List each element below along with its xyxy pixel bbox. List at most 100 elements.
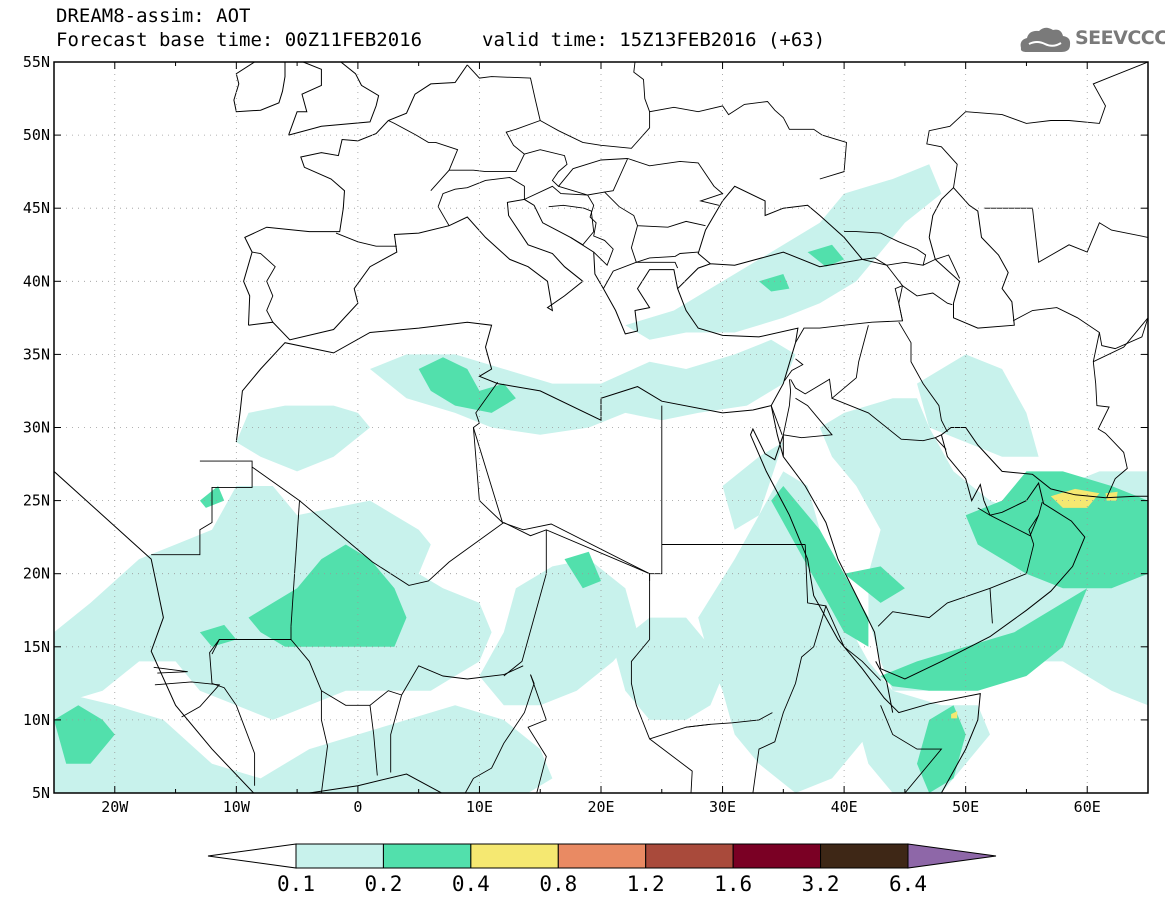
border-west-africa-3 xyxy=(320,690,328,793)
border-iraq-syria xyxy=(790,325,869,400)
border-ethiopia-somalia xyxy=(880,705,943,793)
border-niger-chad xyxy=(503,529,547,677)
aot-core-anatolia xyxy=(807,244,845,267)
border-west-africa-6 xyxy=(154,681,221,718)
cloud-logo-icon xyxy=(1020,27,1071,52)
lat-tick-label: 35N xyxy=(23,345,50,363)
border-iran-pakistan xyxy=(1092,332,1128,498)
aot-area-gulf-guinea xyxy=(260,705,553,793)
border-balkans xyxy=(524,185,614,267)
lon-tick-label: 60E xyxy=(1074,798,1101,816)
border-ukraine-south xyxy=(627,158,724,206)
border-west-africa-1 xyxy=(209,639,256,786)
border-qatar-uae xyxy=(977,507,1040,537)
coastline-gulf-aden-horn xyxy=(875,661,894,713)
border-france-east xyxy=(437,206,450,226)
aot-area-sudan-east xyxy=(698,471,893,793)
border-west-africa-2 xyxy=(290,639,402,706)
border-libya-egypt xyxy=(649,405,663,581)
colorbar-low-triangle xyxy=(207,843,297,869)
border-israel-jordan xyxy=(782,379,792,435)
border-kazakh xyxy=(983,207,1148,264)
border-yemen-oman xyxy=(989,588,993,624)
colorbar-high-triangle xyxy=(907,843,997,869)
aot-area-morocco xyxy=(236,405,370,472)
border-kuwait-saudi xyxy=(934,437,947,450)
colorbar-label: 1.2 xyxy=(626,872,665,896)
aot-core-red-sea xyxy=(771,486,869,647)
lon-tick-label: 20E xyxy=(587,798,614,816)
colorbar-swatch xyxy=(732,843,822,869)
border-sudan-ethiopia xyxy=(752,544,827,793)
aot-area-chad xyxy=(479,559,638,706)
coastline-atlantic-europe xyxy=(243,64,468,326)
coastline-levant-red-sea xyxy=(749,405,981,793)
coastline-north-africa xyxy=(54,471,516,793)
colorbar-swatch xyxy=(382,843,472,869)
coastline-europe-south xyxy=(248,198,679,341)
coastline-caspian xyxy=(928,186,1015,329)
border-eritrea-ethiopia xyxy=(825,605,881,681)
border-west-africa-5 xyxy=(390,694,403,773)
border-egypt-sinai xyxy=(770,405,783,435)
border-saudi-iraq xyxy=(831,397,942,442)
colorbar-label: 0.4 xyxy=(451,872,490,896)
border-south-sudan xyxy=(686,712,773,728)
valid-time: valid time: 15Z13FEB2016 (+63) xyxy=(482,29,826,51)
coastline-ireland xyxy=(233,62,286,113)
colorbar-label: 3.2 xyxy=(801,872,840,896)
border-romania xyxy=(603,158,706,228)
border-germany-east xyxy=(449,64,541,173)
border-bulgaria xyxy=(630,225,699,263)
border-alps xyxy=(437,177,525,207)
border-gambia xyxy=(153,666,188,674)
lon-tick-label: 40E xyxy=(831,798,858,816)
lat-tick-label: 5N xyxy=(32,784,50,802)
lat-tick-label: 55N xyxy=(23,53,50,71)
colorbar-swatch xyxy=(557,843,647,869)
border-iraq-iran xyxy=(898,321,948,433)
coastline-anatolia xyxy=(677,185,864,343)
aot-core-senegal xyxy=(199,624,237,647)
border-france-spain xyxy=(335,232,397,247)
border-turkey-georgia xyxy=(844,231,927,266)
aot-core-tibesti xyxy=(564,551,601,589)
coastline-maghreb xyxy=(235,321,796,443)
aot-core-atlantic xyxy=(54,705,115,764)
border-armenia-azerbaijan xyxy=(902,285,953,306)
colorbar-label: 0.1 xyxy=(277,872,315,896)
colorbar-label: 0.2 xyxy=(364,872,403,896)
border-iran-turkey xyxy=(898,285,903,321)
aot-peak-somalia xyxy=(951,711,958,719)
lon-tick-label: 10E xyxy=(466,798,493,816)
border-bosnia xyxy=(548,204,595,246)
forecast-base-time: Forecast base time: 00Z11FEB2016 xyxy=(56,29,423,51)
aot-core-oman xyxy=(965,471,1148,589)
border-mauritania-mali xyxy=(211,626,292,655)
border-west-africa-4 xyxy=(369,705,378,776)
border-poland-south xyxy=(539,111,651,149)
border-hungary xyxy=(558,185,605,196)
border-portugal xyxy=(252,251,276,323)
lat-tick-label: 45N xyxy=(23,199,50,217)
colorbar-label: 1.6 xyxy=(714,872,753,896)
aot-area-egypt-east xyxy=(722,442,784,530)
colorbar-label: 0.8 xyxy=(539,872,578,896)
colorbar-swatch xyxy=(645,843,734,869)
coastline-arabia xyxy=(782,427,1148,680)
aot-area-med-south xyxy=(370,339,796,435)
border-mali-niger xyxy=(290,500,300,627)
border-niger-nigeria xyxy=(401,665,524,696)
lon-tick-label: 50E xyxy=(952,798,979,816)
aot-core-tunisia xyxy=(418,357,516,413)
aot-area-gulf-guinea-west xyxy=(54,690,310,793)
border-sahara-west xyxy=(151,460,253,556)
lat-tick-label: 15N xyxy=(23,638,50,656)
colorbar-swatch xyxy=(820,843,909,869)
lat-tick-label: 10N xyxy=(23,711,50,729)
border-france-germany xyxy=(388,120,459,191)
map-title: DREAM8-assim: AOT xyxy=(56,5,251,27)
aot-area-sudan-west xyxy=(613,617,723,720)
border-car xyxy=(649,738,693,793)
lat-tick-label: 40N xyxy=(23,272,50,290)
